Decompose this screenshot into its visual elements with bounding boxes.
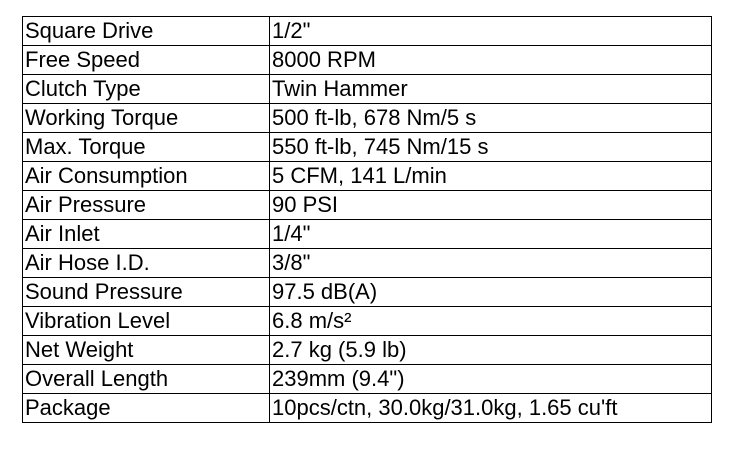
spec-row: Free Speed 8000 RPM [22,45,712,75]
spec-value: 1/4" [269,219,712,249]
spec-label: Sound Pressure [22,277,270,307]
spec-row: Working Torque 500 ft-lb, 678 Nm/5 s [22,103,712,133]
spec-row: Package 10pcs/ctn, 30.0kg/31.0kg, 1.65 cu… [22,393,712,423]
spec-row: Air Inlet 1/4" [22,219,712,249]
spec-label: Air Pressure [22,190,270,220]
spec-label: Clutch Type [22,74,270,104]
spec-value: 1/2" [269,16,712,46]
spec-label: Air Hose I.D. [22,248,270,278]
spec-row: Overall Length 239mm (9.4") [22,364,712,394]
spec-value: 550 ft-lb, 745 Nm/15 s [269,132,712,162]
spec-table-body: Square Drive 1/2" Free Speed 8000 RPM Clutch… [22,16,712,423]
spec-row: Max. Torque 550 ft-lb, 745 Nm/15 s [22,132,712,162]
spec-value: 6.8 m/s² [269,306,712,336]
spec-label: Vibration Level [22,306,270,336]
spec-row: Vibration Level 6.8 m/s² [22,306,712,336]
spec-label: Square Drive [22,16,270,46]
spec-value: Twin Hammer [269,74,712,104]
spec-row: Square Drive 1/2" [22,16,712,46]
spec-label: Free Speed [22,45,270,75]
spec-table: Square Drive 1/2" Free Speed 8000 RPM Clutch… [22,16,712,423]
spec-row: Sound Pressure 97.5 dB(A) [22,277,712,307]
spec-row: Air Pressure 90 PSI [22,190,712,220]
spec-value: 8000 RPM [269,45,712,75]
spec-label: Package [22,393,270,423]
spec-label: Max. Torque [22,132,270,162]
spec-label: Overall Length [22,364,270,394]
spec-value: 3/8" [269,248,712,278]
spec-label: Working Torque [22,103,270,133]
spec-row: Net Weight 2.7 kg (5.9 lb) [22,335,712,365]
spec-value: 10pcs/ctn, 30.0kg/31.0kg, 1.65 cu'ft [269,393,712,423]
spec-value: 5 CFM, 141 L/min [269,161,712,191]
spec-value: 2.7 kg (5.9 lb) [269,335,712,365]
spec-value: 239mm (9.4") [269,364,712,394]
spec-value: 500 ft-lb, 678 Nm/5 s [269,103,712,133]
spec-row: Clutch Type Twin Hammer [22,74,712,104]
spec-label: Air Consumption [22,161,270,191]
spec-value: 90 PSI [269,190,712,220]
spec-row: Air Hose I.D. 3/8" [22,248,712,278]
spec-label: Net Weight [22,335,270,365]
spec-row: Air Consumption 5 CFM, 141 L/min [22,161,712,191]
spec-label: Air Inlet [22,219,270,249]
spec-value: 97.5 dB(A) [269,277,712,307]
